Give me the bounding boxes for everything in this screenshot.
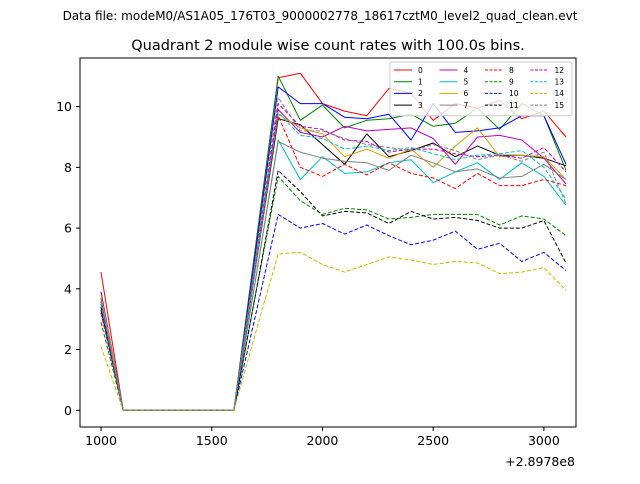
y-tick-label: 6 — [64, 221, 72, 236]
series-line-14 — [100, 251, 567, 411]
y-tick-label: 10 — [56, 99, 72, 114]
legend-label-5: 5 — [464, 78, 469, 87]
y-tick-label: 2 — [64, 342, 72, 357]
legend-label-13: 13 — [555, 78, 565, 87]
legend-label-15: 15 — [555, 101, 565, 110]
chart-title: Quadrant 2 module wise count rates with … — [131, 38, 525, 54]
legend-label-12: 12 — [555, 66, 565, 75]
legend-label-6: 6 — [464, 89, 469, 98]
legend-label-3: 3 — [418, 101, 423, 110]
y-tick-label: 8 — [64, 160, 72, 175]
series-line-11 — [100, 169, 567, 411]
legend-label-11: 11 — [509, 101, 519, 110]
x-tick-label: 1000 — [85, 433, 117, 448]
x-tick-label: 2500 — [417, 433, 449, 448]
legend-label-10: 10 — [509, 89, 519, 98]
legend-label-8: 8 — [509, 66, 514, 75]
x-tick-label: 2000 — [307, 433, 339, 448]
legend-box — [389, 61, 573, 117]
series-lines — [100, 72, 567, 411]
legend-label-9: 9 — [509, 78, 514, 87]
x-tick-label: 3000 — [528, 433, 560, 448]
axes-ticks: 1000 1500 2000 2500 3000 0 2 4 6 8 10 — [56, 99, 560, 448]
series-line-15 — [100, 97, 567, 411]
series-line-8 — [100, 115, 567, 411]
x-tick-label: 1500 — [196, 433, 228, 448]
plot-frame — [79, 57, 577, 428]
legend-label-14: 14 — [555, 89, 565, 98]
legend-label-0: 0 — [418, 66, 423, 75]
legend-label-2: 2 — [418, 89, 423, 98]
legend-label-4: 4 — [464, 66, 469, 75]
data-file-suptitle: Data file: modeM0/AS1A05_176T03_90000027… — [63, 9, 578, 23]
x-offset-label: +2.8978e8 — [505, 454, 575, 469]
y-tick-label: 0 — [64, 403, 72, 418]
legend-label-7: 7 — [464, 101, 469, 110]
legend-label-1: 1 — [418, 78, 423, 87]
y-tick-label: 4 — [64, 281, 72, 296]
